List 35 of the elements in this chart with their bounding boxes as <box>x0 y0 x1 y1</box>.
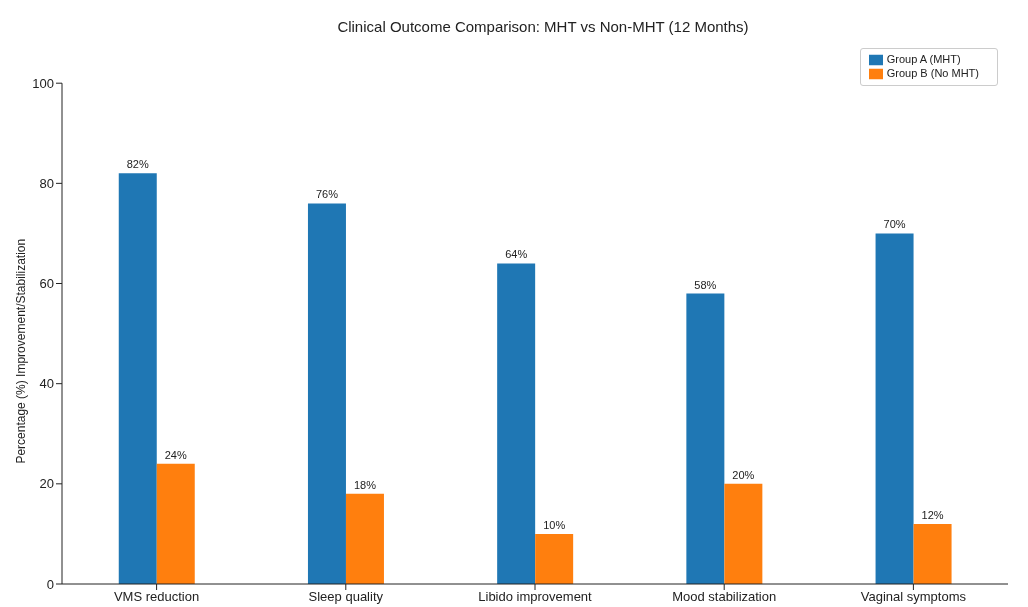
bar <box>307 203 346 584</box>
y-tick-label: 40 <box>39 376 54 392</box>
data-label: 76% <box>315 188 339 201</box>
data-label: 12% <box>921 508 944 521</box>
data-label: 58% <box>694 278 717 291</box>
bar <box>345 493 384 584</box>
bar <box>156 463 195 584</box>
x-tick-label: Mood stabilization <box>672 589 777 605</box>
legend-label: Group A (MHT) <box>886 53 961 65</box>
bar <box>686 293 725 584</box>
bar <box>875 233 914 584</box>
y-tick-label: 80 <box>39 175 54 191</box>
data-label: 24% <box>164 448 187 461</box>
bar <box>913 523 952 584</box>
data-label: 20% <box>732 468 755 481</box>
bar <box>118 173 157 584</box>
data-label: 18% <box>353 478 377 491</box>
y-tick-label: 60 <box>39 276 54 292</box>
data-label: 70% <box>883 218 906 231</box>
bar <box>535 533 574 584</box>
y-tick-label: 20 <box>39 476 54 492</box>
y-axis-title: Percentage (%) Improvement/Stabilization <box>14 238 29 464</box>
x-tick-label: Vaginal symptoms <box>860 589 967 605</box>
data-label: 82% <box>126 158 149 171</box>
chart-title: Clinical Outcome Comparison: MHT vs Non-MHT (12 Months) <box>336 18 750 35</box>
x-tick-label: VMS reduction <box>113 589 200 605</box>
data-label: 64% <box>505 248 528 261</box>
data-label: 10% <box>543 518 566 531</box>
bar <box>497 263 536 584</box>
y-tick-label: 0 <box>46 576 54 592</box>
x-tick-label: Libido improvement <box>478 589 593 605</box>
bar <box>724 483 763 584</box>
x-tick-label: Sleep quality <box>308 589 384 605</box>
legend-label: Group B (No MHT) <box>886 67 979 80</box>
y-tick-label: 100 <box>32 75 54 91</box>
